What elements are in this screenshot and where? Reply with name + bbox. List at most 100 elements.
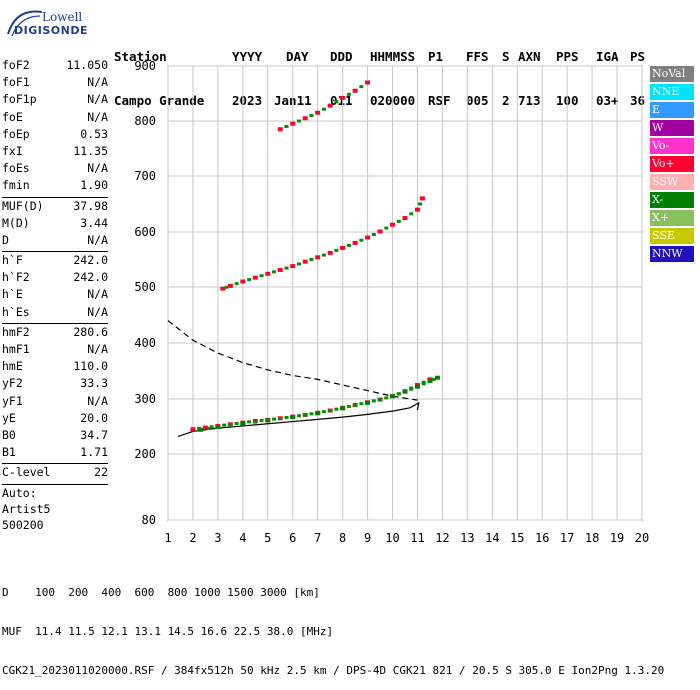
param-key: foEs: [2, 161, 30, 176]
echo-point: [434, 375, 440, 380]
param-key: hmF2: [2, 324, 30, 339]
param-value: 34.7: [80, 427, 108, 442]
param-row: yE 20.0: [0, 411, 110, 428]
param-value: 1.90: [80, 178, 108, 193]
param-key: MUF(D): [2, 198, 44, 213]
echo-point: [240, 279, 246, 284]
param-row: h`F 242.0: [0, 253, 110, 270]
param-value: N/A: [87, 287, 108, 302]
header-value-1: 2023: [232, 93, 263, 108]
echo-point: [278, 417, 283, 421]
param-value: 1.71: [80, 445, 108, 460]
param-key: foE: [2, 109, 23, 124]
polarization-legend: NoVal NNE E W Vo- Vo+ SSW X- X+ SSE NNW: [650, 66, 694, 264]
echo-point: [234, 282, 239, 286]
autoscale-line: Artist5: [2, 501, 51, 516]
echo-point: [359, 238, 364, 242]
x-tick-label: 1: [164, 531, 171, 545]
x-tick-label: 11: [410, 531, 424, 545]
echo-point: [240, 421, 246, 426]
legend-item-x: X-: [650, 192, 694, 208]
x-tick-label: 14: [485, 531, 499, 545]
x-tick-label: 5: [264, 531, 271, 545]
legend-item-nnw: NNW: [650, 246, 694, 262]
x-tick-label: 4: [239, 531, 246, 545]
param-value: N/A: [87, 161, 108, 176]
header-label-6: FFS: [466, 49, 489, 64]
param-key: h`F2: [2, 270, 30, 285]
echo-point: [419, 196, 425, 201]
header-label-7: S: [502, 49, 510, 64]
echo-point: [234, 421, 239, 425]
header-label-4: HHMMSS: [370, 49, 416, 64]
x-tick-label: 16: [535, 531, 549, 545]
param-key: foEp: [2, 126, 30, 141]
echo-point: [272, 417, 277, 421]
param-value: N/A: [87, 75, 108, 90]
x-tick-label: 13: [460, 531, 474, 545]
echo-point: [296, 414, 301, 418]
echo-point: [359, 85, 364, 89]
echo-point: [371, 232, 376, 236]
echo-point: [309, 412, 314, 416]
echo-point: [315, 110, 321, 115]
x-tick-label: 10: [385, 531, 399, 545]
echo-point: [409, 212, 414, 216]
param-value: 110.0: [73, 359, 108, 374]
echo-point: [209, 425, 214, 429]
param-row: foF2 11.050: [0, 58, 110, 75]
echo-point: [359, 402, 364, 406]
echo-point: [228, 423, 233, 427]
legend-item-noval: NoVal: [650, 66, 694, 82]
y-tick-label: 600: [134, 225, 156, 239]
x-tick-label: 2: [189, 531, 196, 545]
x-tick-label: 19: [610, 531, 624, 545]
echo-point: [284, 266, 289, 270]
x-tick-label: 17: [560, 531, 574, 545]
y-tick-label: 80: [142, 513, 156, 527]
echo-point: [315, 411, 321, 416]
param-key: C-level: [2, 465, 51, 480]
param-value: N/A: [87, 342, 108, 356]
param-row: h`Es N/A: [0, 305, 110, 322]
header-label-2: DAY: [286, 49, 309, 64]
echo-point: [371, 399, 376, 403]
header-label-3: DDD: [330, 49, 353, 64]
y-tick-label: 800: [134, 114, 156, 128]
param-row: yF1 N/A: [0, 394, 110, 411]
legend-item-ssw: SSW: [650, 174, 694, 190]
param-row: foE N/A: [0, 110, 110, 127]
echo-point: [277, 267, 283, 272]
header-label-1: YYYY: [232, 49, 263, 64]
y-tick-label: 500: [134, 280, 156, 294]
echo-point: [378, 398, 383, 402]
echo-point: [252, 275, 258, 280]
param-key: hmE: [2, 359, 23, 374]
param-value: N/A: [87, 393, 108, 408]
x-tick-label: 18: [585, 531, 599, 545]
echo-point: [402, 389, 408, 394]
param-row: h`F2 242.0: [0, 270, 110, 287]
echo-point: [247, 278, 252, 282]
station-header: Station YYYY DAY DDD HHMMSS P1 FFS S AXN PPS IGA PS…: [114, 22, 645, 124]
echo-point: [384, 226, 389, 230]
echo-point: [377, 229, 383, 234]
echo-point: [396, 392, 401, 396]
echo-point: [384, 396, 389, 400]
param-value: 33.3: [80, 376, 108, 391]
echo-point: [247, 420, 252, 424]
echo-point: [365, 80, 371, 85]
header-value-3: 011: [330, 93, 353, 108]
echo-point: [321, 410, 326, 414]
x-tick-label: 20: [635, 531, 649, 545]
legend-item-w: W: [650, 120, 694, 136]
footer-file-line: CGK21_2023011020000.RSF / 384fx512h 50 k…: [2, 664, 665, 677]
param-key: h`F: [2, 253, 23, 268]
y-tick-label: 200: [134, 447, 156, 461]
echo-point: [365, 235, 371, 240]
param-value: N/A: [87, 304, 108, 319]
header-values-row: Campo Grande 2023 Jan11 011 020000 RSF 005 2 713…: [114, 94, 645, 110]
echo-point: [334, 248, 339, 252]
param-value: 0.53: [80, 126, 108, 141]
param-key: D: [2, 232, 9, 247]
